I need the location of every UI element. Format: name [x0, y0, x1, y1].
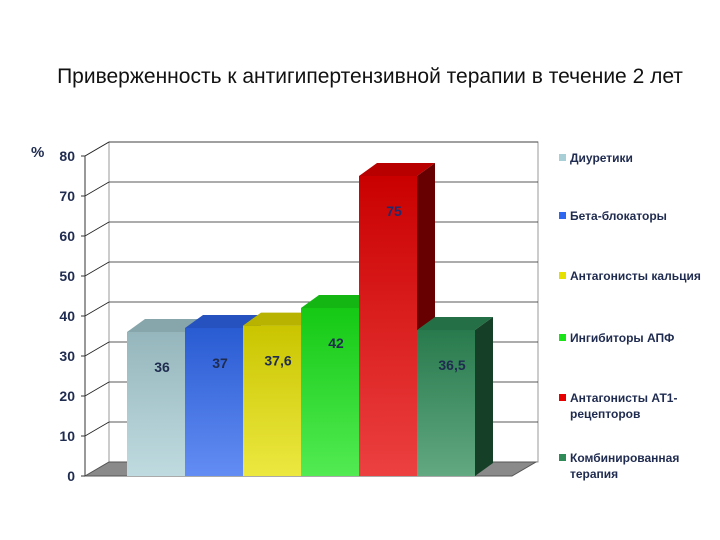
legend-swatch — [559, 394, 566, 401]
bar-side — [475, 317, 493, 476]
legend-swatch — [559, 454, 566, 461]
legend-swatch — [559, 212, 566, 219]
legend-item: Диуретики — [559, 150, 714, 166]
bar — [301, 295, 377, 476]
bar-front — [359, 176, 417, 476]
legend-label: Антагонисты кальция — [570, 269, 701, 283]
y-tick-label: 80 — [59, 148, 75, 164]
y-tick-label: 60 — [59, 228, 75, 244]
legend-swatch — [559, 334, 566, 341]
data-label: 37,6 — [264, 353, 291, 369]
data-labels: 36 37 37,6 42 75 36,5 — [154, 203, 466, 375]
bar-top — [301, 295, 377, 308]
bar-top — [243, 312, 319, 326]
chart-title: Приверженность к антигипертензивной тера… — [57, 65, 683, 88]
bar-top — [127, 319, 203, 332]
legend-label: Антагонисты АТ1-рецепторов — [570, 391, 678, 421]
gridline-side — [84, 221, 110, 237]
legend-item: Ингибиторы АПФ — [559, 330, 714, 346]
y-tick-label: 0 — [67, 468, 75, 484]
gridline-side — [84, 261, 110, 277]
data-label: 37 — [212, 355, 228, 371]
y-tick-label: 70 — [59, 188, 75, 204]
gridline-side — [84, 421, 110, 437]
bar-top — [185, 315, 261, 328]
bar-front — [301, 308, 359, 476]
legend-label: Диуретики — [570, 151, 633, 165]
legend-label: Бета-блокаторы — [570, 209, 667, 223]
gridline-side — [84, 141, 110, 157]
y-tick-label: 10 — [59, 428, 75, 444]
legend-item: Антагонисты АТ1-рецепторов — [559, 390, 714, 422]
gridline-side — [84, 301, 110, 317]
legend-swatch — [559, 154, 566, 161]
legend-label: Комбинированная терапия — [570, 451, 680, 481]
legend-swatch — [559, 272, 566, 279]
legend-item: Бета-блокаторы — [559, 208, 714, 224]
legend-item: Комбинированная терапия — [559, 450, 714, 482]
data-label: 36,5 — [438, 357, 465, 373]
legend-item: Антагонисты кальция — [559, 268, 714, 284]
bars — [127, 163, 493, 476]
gridline-side — [84, 341, 110, 357]
bar — [417, 317, 493, 476]
bar-front — [243, 325, 301, 476]
bar-top — [359, 163, 435, 176]
bar-top — [417, 317, 493, 330]
y-tick-label: 40 — [59, 308, 75, 324]
gridline-side — [84, 381, 110, 397]
y-axis: 0 10 20 30 40 50 60 70 80% — [31, 144, 86, 484]
data-label: 36 — [154, 359, 170, 375]
legend-label: Ингибиторы АПФ — [570, 331, 675, 345]
y-tick-label: 50 — [59, 268, 75, 284]
data-label: 42 — [328, 335, 344, 351]
bar-front — [417, 330, 475, 476]
y-tick-label: 30 — [59, 348, 75, 364]
data-label: 75 — [386, 203, 402, 219]
bar-front — [127, 332, 185, 476]
gridline-side — [84, 181, 110, 197]
y-tick-label: 20 — [59, 388, 75, 404]
bar-front — [185, 328, 243, 476]
y-axis-label: % — [31, 144, 44, 161]
